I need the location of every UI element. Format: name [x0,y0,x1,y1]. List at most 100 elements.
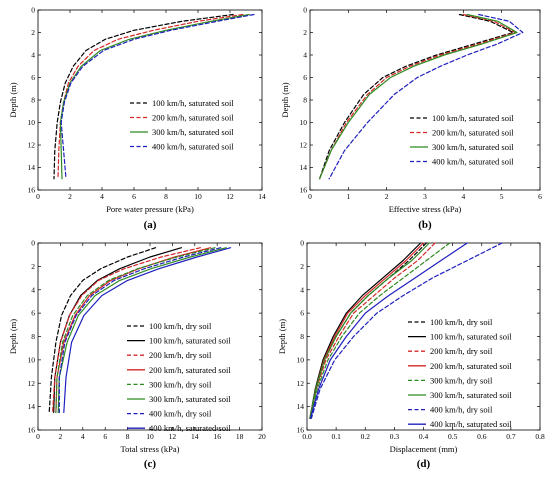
legend-label-3: 300 km/h, saturated soil [152,127,234,137]
x-tick-label: 18 [236,432,244,441]
legend-label-2: 100 km/h, saturated soil [149,336,231,346]
x-tick-label: 14 [258,192,266,201]
y-tick-label: 2 [31,28,35,37]
x-tick-label: 0.3 [390,432,400,441]
series-line-4 [60,13,255,180]
y-tick-label: 14 [28,402,36,411]
y-tick-label: 12 [297,379,305,388]
x-tick-label: 20 [258,432,266,441]
series-line-1 [309,242,427,419]
series-line-8 [63,247,232,414]
legend-label-1: 100 km/h, dry soil [149,321,212,331]
legend-label-3: 300 km/h, saturated soil [432,142,514,152]
legend-label-8: 400 km/h, saturated soil [149,423,231,433]
x-tick-label: 2 [59,432,63,441]
series-line-7 [58,247,222,414]
x-tick-label: 10 [146,432,154,441]
series-line-5 [55,247,216,414]
legend-label-8: 400 km/h, saturated soil [430,419,512,429]
y-tick-label: 10 [300,118,308,127]
y-axis-label: Depth (m) [8,319,18,354]
y-tick-label: 8 [31,332,35,341]
x-tick-label: 2 [385,192,389,201]
legend-label-2: 200 km/h, saturated soil [432,128,514,138]
legend-label-4: 200 km/h, saturated soil [430,361,512,371]
legend-label-4: 400 km/h, saturated soil [152,142,234,152]
x-tick-label: 6 [538,192,542,201]
series-line-3 [59,13,250,180]
y-tick-label: 0 [300,239,304,248]
series-line-2 [57,13,244,180]
x-tick-label: 0.2 [361,432,371,441]
x-tick-label: 8 [164,192,168,201]
legend-label-7: 400 km/h, dry soil [430,405,493,415]
series-line-6 [57,247,227,414]
y-tick-label: 6 [300,309,304,318]
y-tick-label: 12 [28,141,36,150]
legend-label-7: 400 km/h, dry soil [149,409,212,419]
legend-label-1: 100 km/h, saturated soil [152,98,234,108]
y-tick-label: 12 [300,141,308,150]
y-tick-label: 10 [297,355,305,364]
series-line-7 [310,242,503,419]
x-tick-label: 0 [36,432,40,441]
y-tick-label: 16 [300,186,308,195]
x-tick-label: 0.1 [331,432,341,441]
panel-label: (a) [144,219,157,231]
x-tick-label: 12 [226,192,234,201]
legend-label-2: 200 km/h, saturated soil [152,113,234,123]
y-tick-label: 6 [31,309,35,318]
series-line-1 [53,13,234,180]
x-tick-label: 0.4 [419,432,429,441]
x-tick-label: 2 [68,192,72,201]
series-line-3 [51,247,201,414]
y-tick-label: 2 [31,262,35,271]
y-tick-label: 16 [28,186,36,195]
x-tick-label: 5 [500,192,504,201]
x-tick-label: 6 [132,192,136,201]
x-tick-label: 3 [423,192,427,201]
y-axis-label: Depth (m) [277,319,287,354]
x-tick-label: 8 [126,432,130,441]
panel-label: (c) [144,458,157,470]
x-tick-label: 14 [191,432,199,441]
legend: 100 km/h, saturated soil 200 km/h, satura… [130,98,234,152]
y-tick-label: 4 [300,285,304,294]
x-tick-label: 0.5 [448,432,458,441]
y-tick-label: 14 [297,402,305,411]
y-axis-label: Depth (m) [280,82,290,117]
y-tick-label: 0 [303,6,307,15]
x-tick-label: 0.7 [506,432,516,441]
y-tick-label: 8 [31,96,35,105]
y-tick-label: 14 [28,163,36,172]
legend-label-6: 300 km/h, saturated soil [430,390,512,400]
y-tick-label: 10 [28,355,36,364]
legend-label-1: 100 km/h, saturated soil [432,113,514,123]
y-axis-label: Depth (m) [8,82,18,117]
y-tick-label: 8 [300,332,304,341]
panel-label: (b) [418,219,432,231]
x-axis-label: Effective stress (kPa) [389,204,462,214]
x-tick-label: 10 [194,192,202,201]
chart-panel-3: 0 2 4 6 8 10 12 14 16 18 20 0 2 4 6 8 10 12 14 16 Total stre… [8,239,266,470]
series-line-1 [48,247,157,414]
x-tick-label: 1 [346,192,350,201]
x-axis-label: Pore water pressure (kPa) [106,204,194,214]
legend-label-5: 300 km/h, dry soil [430,375,493,385]
x-tick-label: 16 [213,432,221,441]
y-tick-label: 16 [28,426,36,435]
series-line-5 [309,242,451,419]
y-tick-label: 2 [303,28,307,37]
y-tick-label: 10 [28,118,36,127]
legend-label-6: 300 km/h, saturated soil [149,394,231,404]
x-tick-label: 0.6 [477,432,487,441]
y-tick-label: 4 [31,51,35,60]
series-line-6 [309,242,430,419]
series-line-3 [319,13,518,180]
legend-label-3: 200 km/h, dry soil [430,346,493,356]
legend: 100 km/h, dry soil 100 km/h, saturated so… [127,321,231,433]
y-tick-label: 12 [28,379,36,388]
panel-label: (d) [417,458,431,470]
